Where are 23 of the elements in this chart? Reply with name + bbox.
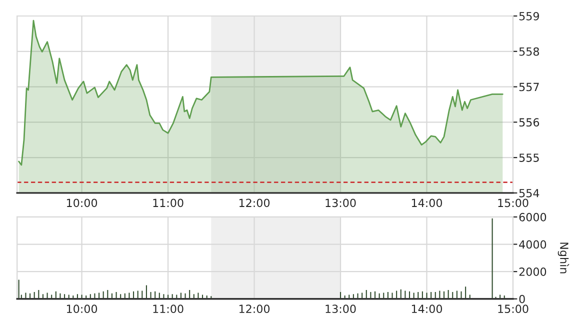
- x-tick-label: 13:00: [326, 198, 356, 208]
- y-tick-label: 6000: [519, 212, 546, 222]
- y-tick-label: 554: [519, 189, 540, 198]
- x-tick-label: 15:00: [498, 198, 528, 208]
- y-tick-label: 558: [519, 47, 540, 56]
- x-tick-label: 13:00: [326, 304, 356, 314]
- y-tick-label: 2000: [519, 268, 546, 276]
- y-tick-label: 557: [519, 82, 539, 92]
- y-tick-label: 0: [519, 294, 525, 304]
- y-tick-label: 559: [519, 12, 539, 20]
- x-tick-label: 10:00: [66, 304, 98, 314]
- y-tick-label: 556: [519, 118, 540, 127]
- y-tick-label: 555: [519, 154, 539, 162]
- x-tick-label: 12:00: [239, 304, 270, 314]
- x-tick-label: 11:00: [153, 304, 184, 314]
- x-tick-label: 10:00: [66, 198, 98, 208]
- y-axis-title: Nghìn: [558, 242, 570, 274]
- x-tick-label: 11:00: [153, 198, 184, 208]
- y-tick-label: 4000: [519, 240, 546, 249]
- x-tick-label: 15:00: [498, 304, 528, 314]
- x-tick-label: 14:00: [412, 304, 442, 314]
- x-tick-label: 14:00: [412, 198, 442, 208]
- x-tick-label: 12:00: [239, 198, 270, 208]
